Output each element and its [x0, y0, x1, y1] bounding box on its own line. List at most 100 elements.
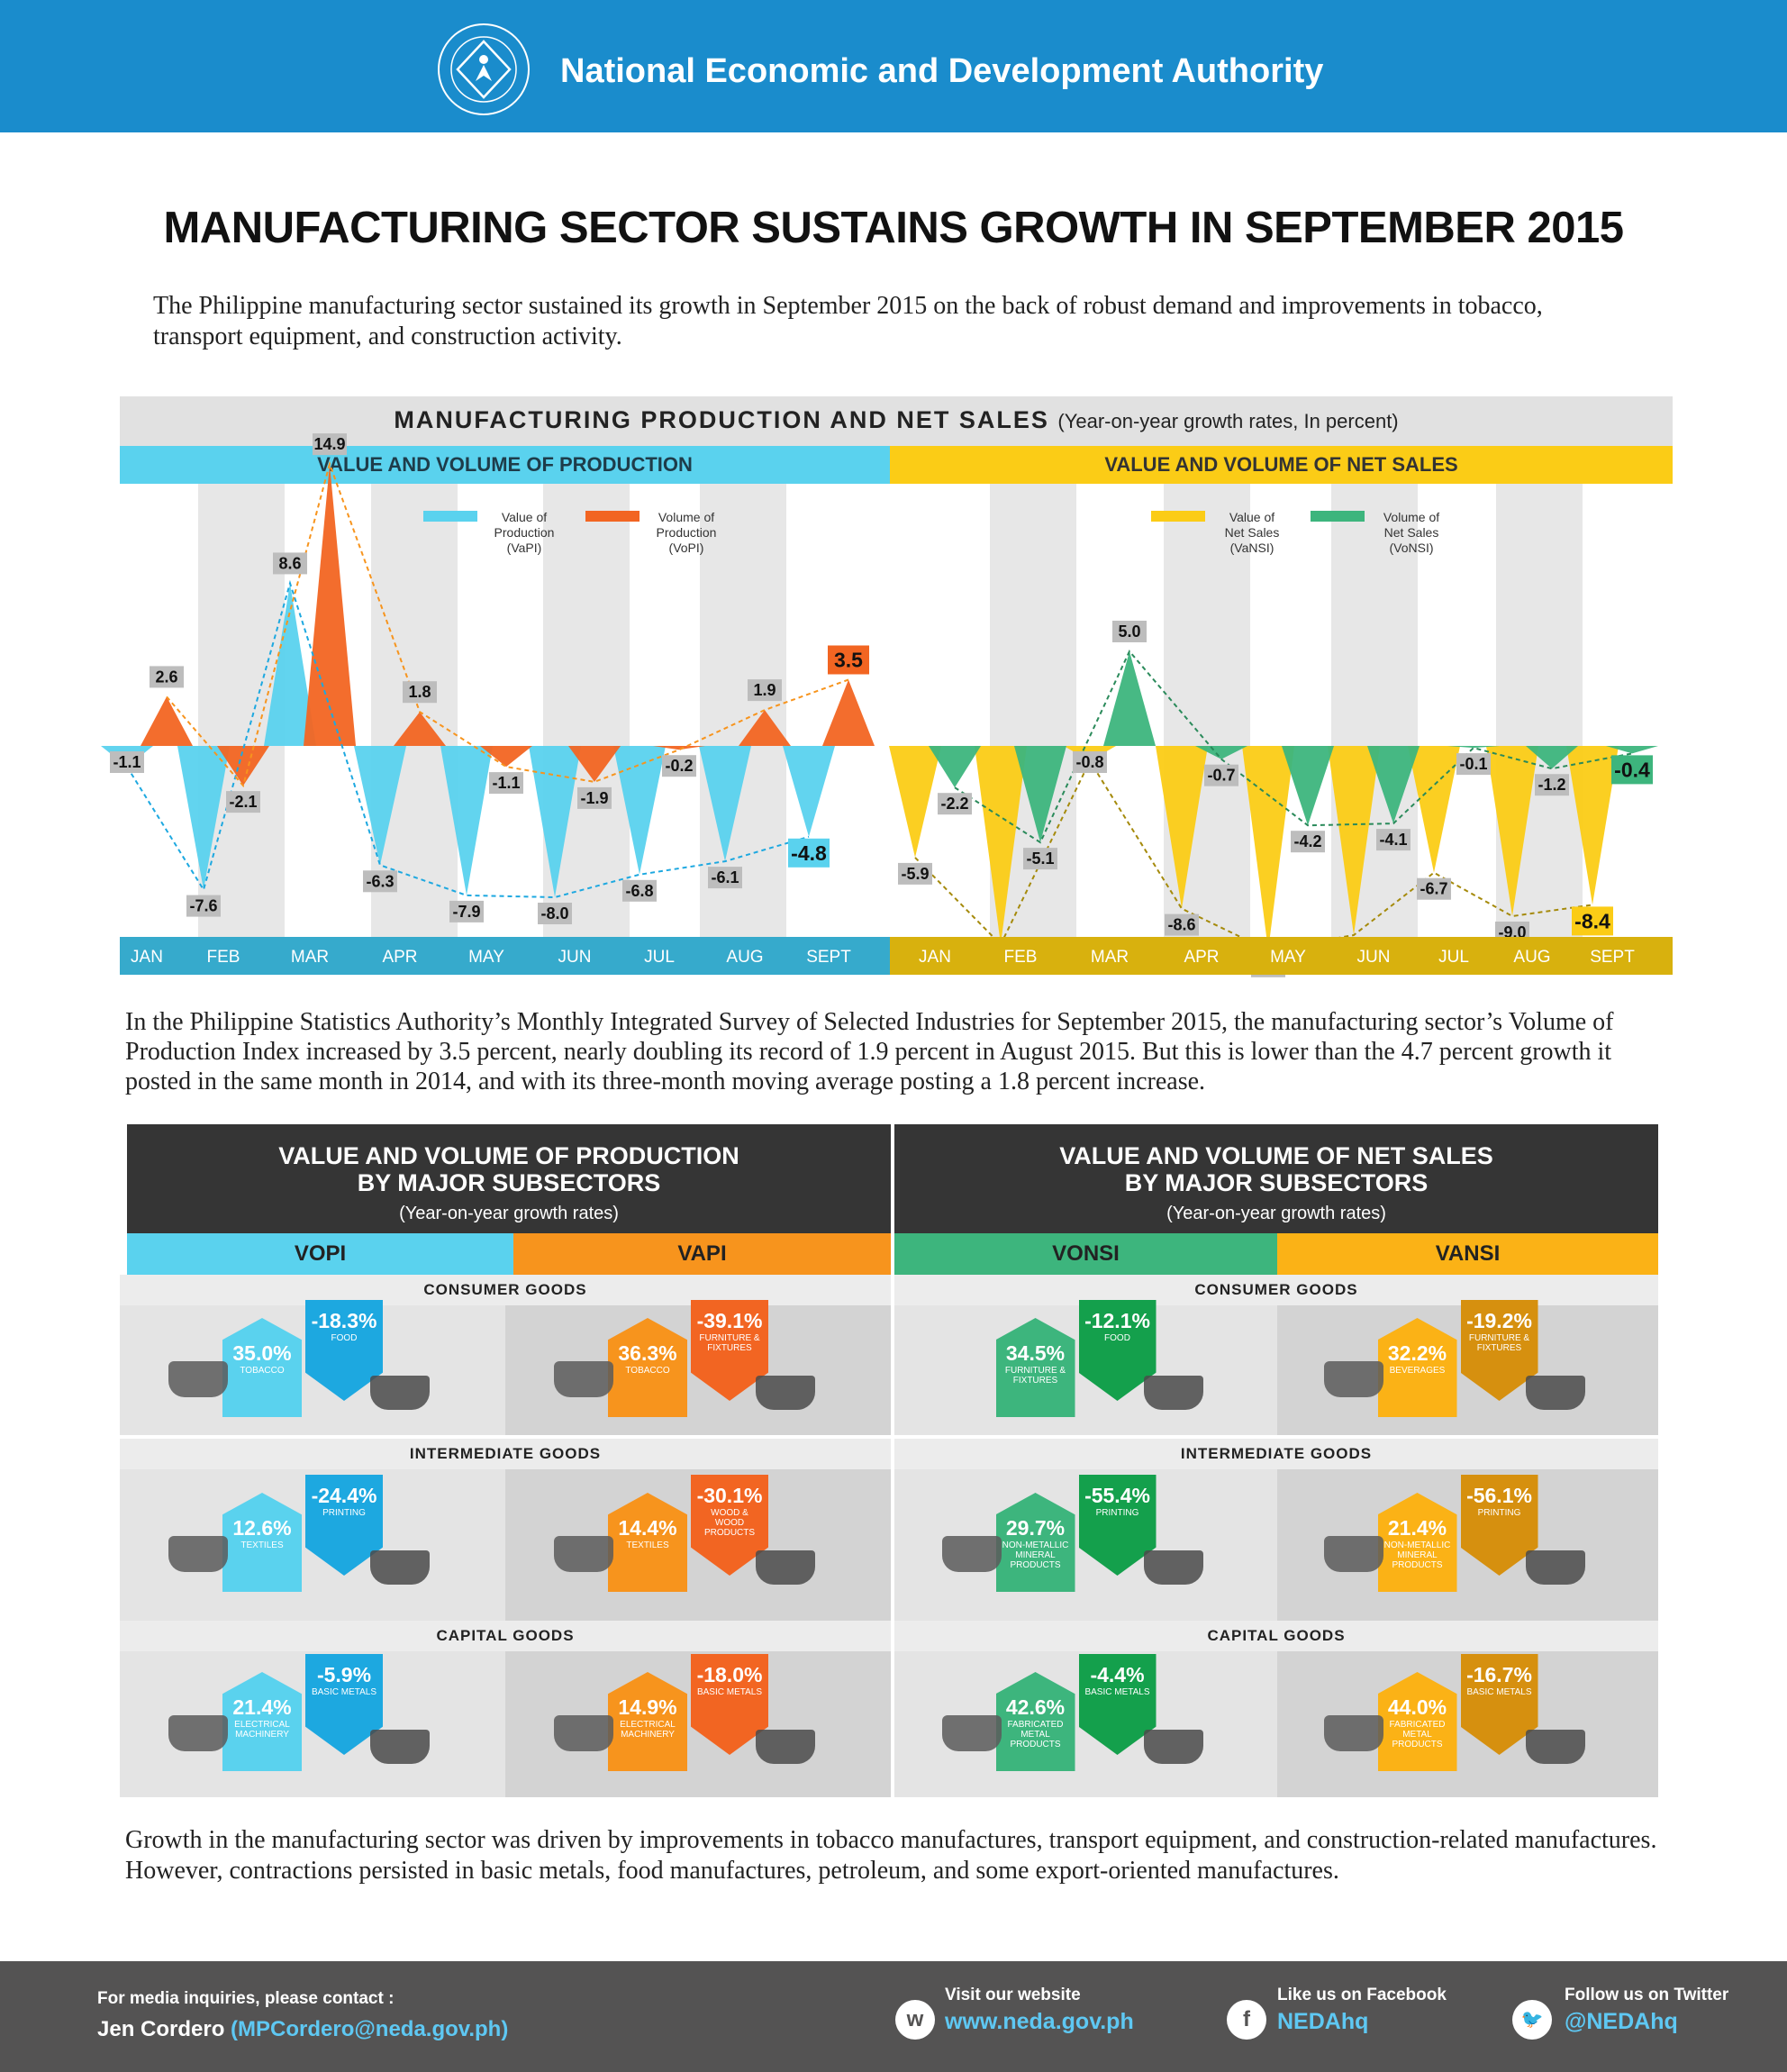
value-label-right-s1-2: 5.0 — [1118, 623, 1140, 641]
tobacco-icon — [554, 1361, 613, 1397]
twitter-link[interactable]: @NEDAhq — [1565, 2009, 1678, 2034]
growth-down-label: FOOD — [1104, 1333, 1130, 1343]
intro-paragraph: The Philippine manufacturing sector sust… — [153, 292, 1543, 350]
value-label-left-s1-3: 1.8 — [408, 683, 431, 701]
month-label-left-6: JUL — [644, 948, 675, 967]
value-label-left-s0-3: -6.3 — [366, 872, 394, 890]
month-label-left-0: JAN — [131, 948, 163, 967]
growth-down-value: -39.1% — [696, 1309, 763, 1332]
value-label-right-s0-2: -0.8 — [1075, 753, 1103, 771]
growth-down-label: FURNITURE & FIXTURES — [699, 1333, 760, 1353]
value-label-bg-right-s0-0 — [898, 862, 932, 885]
growth-down-label: BASIC METALS — [696, 1687, 763, 1697]
group-label-prod-2: CAPITAL GOODS — [120, 1621, 891, 1651]
growth-down-value: -24.4% — [311, 1484, 377, 1507]
month-label-right-8: SEPT — [1590, 948, 1635, 967]
legend-swatch-left-s1 — [585, 511, 640, 522]
growth-up-label: NON-METALLIC MINERAL PRODUCTS — [1383, 1540, 1451, 1570]
prod-sub-note: (Year-on-year growth rates) — [399, 1204, 619, 1223]
growth-down-label: FURNITURE & FIXTURES — [1468, 1333, 1530, 1353]
growth-paragraph: Growth in the manufacturing sector was d… — [125, 1826, 1657, 1885]
month-label-left-3: APR — [382, 948, 417, 967]
value-label-bg-left-s0-2 — [273, 552, 307, 575]
legend-label-right-s0-0: Value of — [1229, 510, 1274, 524]
tab-vapi: VAPI — [513, 1233, 891, 1275]
value-label-right-s0-0: -5.9 — [901, 865, 929, 883]
growth-up-value: 12.6% — [232, 1516, 292, 1540]
value-label-left-s1-6: -0.2 — [665, 757, 693, 775]
legend-label-left-s1-1: Production — [657, 525, 717, 540]
month-label-left-8: SEPT — [806, 948, 851, 967]
prod-sub-title1: VALUE AND VOLUME OF PRODUCTION — [278, 1142, 739, 1169]
legend-swatch-right-s0 — [1151, 511, 1205, 522]
facebook-link[interactable]: NEDAhq — [1277, 2009, 1369, 2034]
growth-up-label: FABRICATED METAL PRODUCTS — [1389, 1720, 1446, 1749]
growth-down-value: -56.1% — [1466, 1484, 1532, 1507]
value-label-right-s1-7: -1.2 — [1538, 776, 1565, 794]
month-label-right-0: JAN — [919, 948, 951, 967]
trend-line-right-s1 — [954, 650, 1633, 844]
growth-up-label: ELECTRICAL MACHINERY — [620, 1720, 676, 1740]
growth-down-label: BASIC METALS — [311, 1687, 377, 1697]
bar-left-s0-6 — [613, 746, 666, 875]
month-label-right-6: JUL — [1438, 948, 1469, 967]
value-label-right-s0-8: -8.4 — [1574, 909, 1610, 932]
value-label-left-s0-6: -6.8 — [625, 882, 653, 900]
bar-left-s1-2 — [304, 464, 356, 746]
value-label-left-s1-1: -2.1 — [229, 793, 257, 811]
growth-up-badge-2-0: 21.4% ELECTRICAL MACHINERY — [222, 1672, 302, 1771]
growth-down-value: -12.1% — [1084, 1309, 1150, 1332]
value-label-bg-right-s1-5 — [1376, 829, 1411, 851]
facebook-icon: f — [1227, 2000, 1266, 2040]
tobacco-icon — [168, 1361, 228, 1397]
group-label-prod-0: CONSUMER GOODS — [120, 1275, 891, 1305]
bar-left-s1-3 — [394, 712, 446, 746]
month-label-right-1: FEB — [1004, 948, 1038, 967]
value-label-left-s0-5: -8.0 — [540, 904, 568, 922]
website-link[interactable]: www.neda.gov.ph — [945, 2009, 1134, 2034]
group-label-sales-1: INTERMEDIATE GOODS — [894, 1439, 1658, 1469]
growth-chart: -1.1 -7.6 8.6 -6.3 -7.9 -8.0 -6.8 -6.1 -4.8 2.6 -2… — [101, 433, 1673, 977]
month-label-left-4: MAY — [468, 948, 504, 967]
growth-up-label: FURNITURE & FIXTURES — [1004, 1366, 1066, 1386]
bar-left-s0-7 — [699, 746, 751, 862]
org-name: National Economic and Development Author… — [560, 52, 1324, 90]
paper-stack-icon — [370, 1550, 430, 1585]
graph-title: MANUFACTURING PRODUCTION AND NET SALES — [394, 406, 1049, 433]
month-label-right-4: MAY — [1270, 948, 1306, 967]
value-label-bg-right-s1-3 — [1204, 764, 1238, 786]
contact-name: Jen Cordero — [97, 2017, 225, 2041]
contact-email-link[interactable]: (MPCordero@neda.gov.ph) — [231, 2017, 509, 2041]
value-label-left-s0-2: 8.6 — [278, 554, 301, 572]
bar-right-s0-6 — [1408, 746, 1460, 873]
legend-swatch-right-s1 — [1311, 511, 1365, 522]
metal-ingot-icon — [1143, 1730, 1203, 1764]
bar-left-s1-7 — [739, 710, 791, 746]
graph-subtitle: (Year-on-year growth rates, In percent) — [1057, 410, 1399, 432]
legend-label-left-s0-2: (VaPI) — [507, 541, 542, 555]
month-band-left-3 — [700, 484, 786, 937]
month-label-right-5: JUN — [1357, 948, 1391, 967]
bar-right-s1-5 — [1367, 746, 1420, 824]
month-label-left-5: JUN — [558, 948, 592, 967]
growth-up-badge-0-3: 32.2% BEVERAGES — [1377, 1318, 1457, 1417]
bar-right-s0-3 — [1156, 746, 1208, 909]
bar-right-s1-2 — [1103, 651, 1156, 746]
legend-label-right-s0-1: Net Sales — [1225, 525, 1280, 540]
month-label-right-3: APR — [1184, 948, 1219, 967]
fabric-roll-icon — [168, 1536, 228, 1572]
month-axis-right — [890, 937, 1673, 975]
bar-left-s0-8 — [783, 746, 835, 837]
bar-left-s1-6 — [653, 746, 705, 750]
value-label-left-s1-2: 14.9 — [313, 435, 345, 453]
value-label-right-s1-8: -0.4 — [1614, 758, 1650, 781]
growth-up-label: TEXTILES — [240, 1540, 284, 1550]
growth-down-value: -30.1% — [696, 1484, 763, 1507]
header-bar — [0, 0, 1787, 132]
growth-up-label: NON-METALLIC MINERAL PRODUCTS — [1002, 1540, 1069, 1570]
group-label-prod-1: INTERMEDIATE GOODS — [120, 1439, 891, 1469]
bar-right-s1-1 — [1014, 746, 1066, 843]
legend-swatch-left-s0 — [423, 511, 477, 522]
legend-label-right-s0-2: (VaNSI) — [1230, 541, 1274, 555]
month-label-left-7: AUG — [726, 948, 763, 967]
